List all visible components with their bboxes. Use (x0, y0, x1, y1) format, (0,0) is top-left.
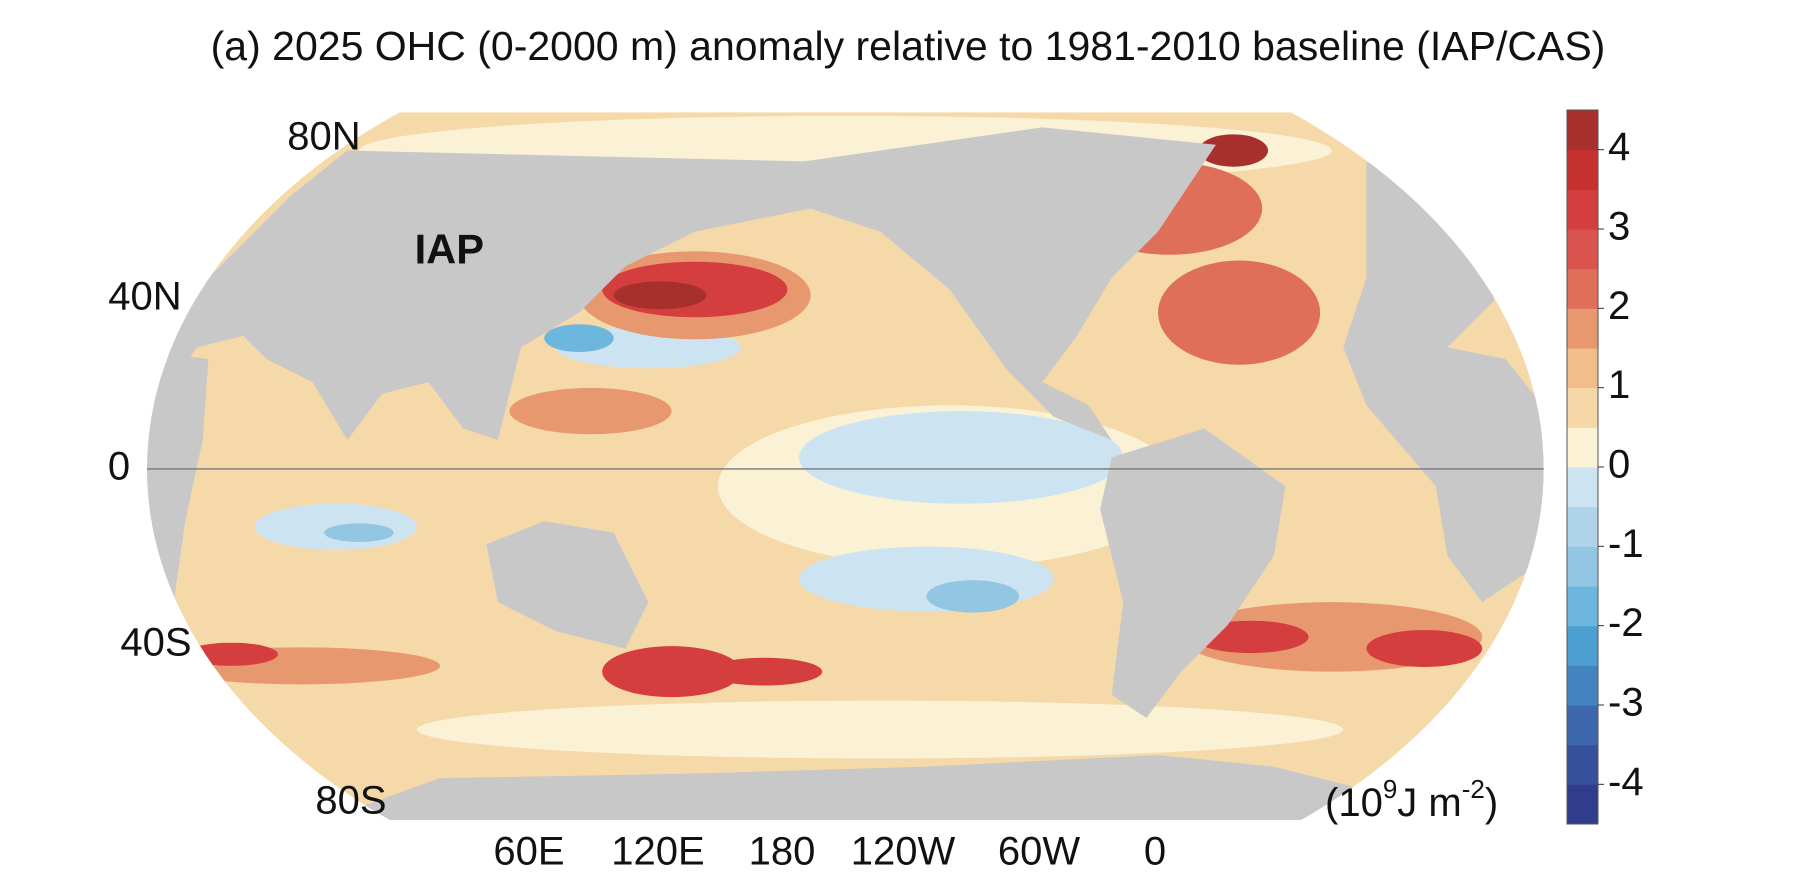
colorbar-segment (1567, 149, 1598, 190)
colorbar-segment (1567, 744, 1598, 785)
colorbar-segment (1567, 506, 1598, 547)
longitude-label: 120W (851, 830, 956, 874)
colorbar-unit: (109J m-2) (1325, 774, 1498, 825)
colorbar-tick-label: 1 (1608, 363, 1630, 407)
unit-exponent: -2 (1462, 774, 1485, 804)
colorbar-segment (1567, 586, 1598, 627)
colorbar-segment (1567, 268, 1598, 309)
unit-exponent: 9 (1383, 774, 1397, 804)
colorbar-segment (1567, 427, 1598, 468)
unit-text: ) (1485, 781, 1498, 825)
map: IAP (147, 112, 1544, 820)
colorbar-segment (1567, 387, 1598, 428)
longitude-label: 0 (1144, 830, 1166, 874)
dataset-label: IAP (415, 225, 484, 272)
latitude-label: 40S (120, 621, 191, 665)
colorbar-tick-label: 0 (1608, 443, 1630, 487)
colorbar-segment (1567, 546, 1598, 587)
colorbar-segment (1567, 665, 1598, 706)
latitude-label: 80S (315, 779, 386, 823)
latitude-label: 40N (108, 275, 181, 319)
colorbar-tick-label: -2 (1608, 601, 1644, 645)
colorbar-segment (1567, 705, 1598, 746)
title: (a) 2025 OHC (0-2000 m) anomaly relative… (211, 23, 1606, 69)
unit-text: J m (1397, 781, 1461, 825)
colorbar: -4 -3 -2 -1 0 1 2 3 4 (1566, 109, 1644, 825)
colorbar-segment (1567, 189, 1598, 230)
colorbar-segment (1567, 348, 1598, 389)
longitude-label: 180 (749, 830, 816, 874)
colorbar-segment (1567, 229, 1598, 270)
longitude-label: 60W (998, 830, 1080, 874)
latitude-label: 80N (287, 115, 360, 159)
colorbar-segment (1567, 467, 1598, 508)
colorbar-segment (1567, 625, 1598, 666)
land (147, 127, 1544, 820)
colorbar-tick-label: -4 (1608, 760, 1644, 804)
colorbar-segment (1567, 110, 1598, 151)
colorbar-segment (1567, 784, 1598, 825)
colorbar-segment (1567, 308, 1598, 349)
longitude-label: 120E (611, 830, 704, 874)
colorbar-tick-label: -1 (1608, 522, 1644, 566)
colorbar-tick-label: 3 (1608, 205, 1630, 249)
latitude-label: 0 (108, 445, 130, 489)
unit-text: (10 (1325, 781, 1383, 825)
colorbar-tick-label: 4 (1608, 125, 1630, 169)
colorbar-tick-label: 2 (1608, 284, 1630, 328)
longitude-label: 60E (493, 830, 564, 874)
colorbar-tick-label: -3 (1608, 681, 1644, 725)
